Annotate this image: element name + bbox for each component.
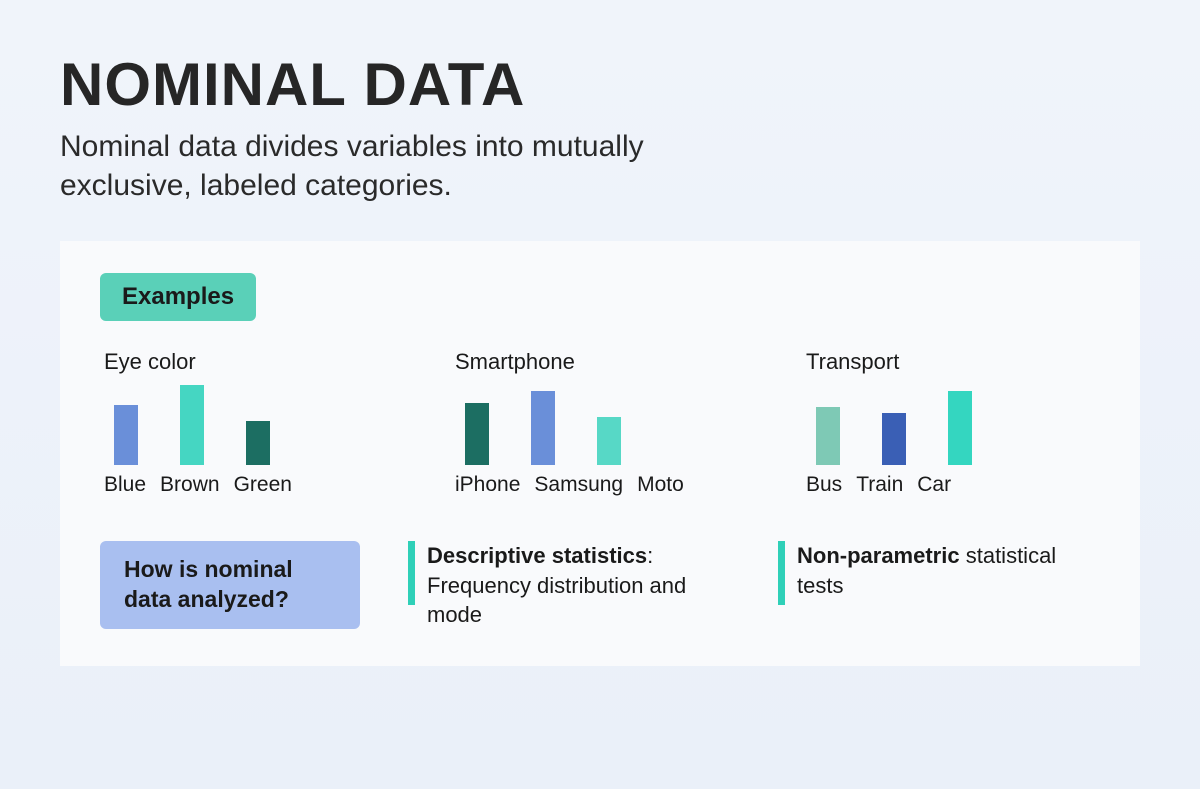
info-bold: Non-parametric — [797, 543, 960, 568]
chart-transport: Transport Bus Train Car — [806, 349, 1096, 497]
bar-labels: iPhone Samsung Moto — [455, 473, 745, 497]
bar-label: Train — [856, 473, 903, 497]
bar-label: Green — [234, 473, 292, 497]
bar-label: Bus — [806, 473, 842, 497]
info-sep: : — [647, 543, 653, 568]
page-title: NOMINAL DATA — [60, 50, 1140, 119]
chart-title: Transport — [806, 349, 1096, 375]
info-text: Descriptive statistics: Frequency distri… — [427, 541, 730, 630]
bar-label: Blue — [104, 473, 146, 497]
bar — [948, 391, 972, 465]
bar — [531, 391, 555, 465]
bars — [455, 383, 745, 465]
bar — [465, 403, 489, 465]
info-bold: Descriptive statistics — [427, 543, 647, 568]
chart-title: Eye color — [104, 349, 394, 375]
bar — [816, 407, 840, 465]
accent-bar-icon — [778, 541, 785, 605]
chart-smartphone: Smartphone iPhone Samsung Moto — [455, 349, 745, 497]
bar — [180, 385, 204, 465]
info-text: Non-parametric statistical tests — [797, 541, 1100, 600]
charts-row: Eye color Blue Brown Green Smartphone iP… — [100, 349, 1100, 497]
bar-label: Moto — [637, 473, 684, 497]
content-panel: Examples Eye color Blue Brown Green Smar… — [60, 241, 1140, 666]
bar — [246, 421, 270, 465]
bar — [882, 413, 906, 465]
info-descriptive: Descriptive statistics: Frequency distri… — [408, 541, 730, 630]
bar-label: iPhone — [455, 473, 520, 497]
info-rest: Frequency distribution and mode — [427, 573, 686, 628]
examples-badge: Examples — [100, 273, 256, 321]
bar-label: Brown — [160, 473, 220, 497]
bar — [114, 405, 138, 465]
chart-eye-color: Eye color Blue Brown Green — [104, 349, 394, 497]
bars — [104, 383, 394, 465]
bar-label: Samsung — [534, 473, 623, 497]
info-nonparametric: Non-parametric statistical tests — [778, 541, 1100, 605]
bars — [806, 383, 1096, 465]
bar-labels: Bus Train Car — [806, 473, 1096, 497]
bar — [597, 417, 621, 465]
page-subtitle: Nominal data divides variables into mutu… — [60, 127, 700, 205]
bar-labels: Blue Brown Green — [104, 473, 394, 497]
chart-title: Smartphone — [455, 349, 745, 375]
question-badge: How is nominal data analyzed? — [100, 541, 360, 629]
bar-label: Car — [917, 473, 951, 497]
accent-bar-icon — [408, 541, 415, 605]
bottom-row: How is nominal data analyzed? Descriptiv… — [100, 541, 1100, 630]
